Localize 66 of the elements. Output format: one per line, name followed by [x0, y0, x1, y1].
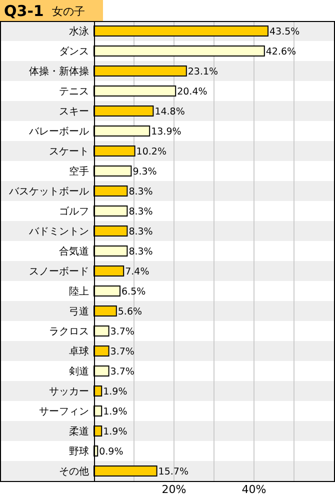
bar [94, 46, 265, 56]
data-label: 23.1% [188, 66, 218, 78]
bar [94, 106, 154, 116]
bar [94, 306, 117, 316]
bar [94, 86, 176, 96]
y-tick-label: サーフィン [39, 406, 89, 418]
data-label: 43.5% [270, 26, 300, 38]
bar [94, 166, 132, 176]
y-tick-label: 陸上 [69, 286, 89, 298]
bar [94, 266, 124, 276]
data-label: 14.8% [154, 106, 185, 118]
y-tick-label: 剣道 [69, 366, 89, 378]
y-tick-label: スノーボード [29, 266, 89, 278]
data-label: 1.9% [103, 426, 128, 438]
bar [94, 286, 120, 296]
data-label: 20.4% [177, 86, 208, 98]
data-label: 42.6% [266, 46, 296, 58]
bar [94, 226, 128, 236]
y-tick-label: スキー [59, 106, 89, 118]
bar [94, 326, 110, 336]
data-label: 9.3% [132, 166, 157, 178]
data-label: 6.5% [122, 286, 146, 298]
chart-title: Q3-1 [4, 2, 44, 20]
data-label: 8.3% [128, 206, 153, 218]
data-label: 15.7% [158, 466, 188, 478]
data-label: 0.9% [99, 446, 124, 458]
y-tick-label: ダンス [59, 46, 89, 58]
y-tick-label: 体操・新体操 [29, 66, 89, 78]
y-tick-label: 卓球 [69, 346, 89, 358]
y-tick-label: 柔道 [69, 426, 89, 438]
y-tick-label: テニス [59, 86, 89, 98]
y-tick-label: ゴルフ [59, 206, 89, 218]
y-tick-label: 水泳 [69, 26, 89, 38]
y-tick-label: バスケットボール [8, 186, 89, 198]
data-label: 3.7% [110, 326, 134, 338]
data-label: 1.9% [103, 406, 128, 418]
data-label: 7.4% [125, 266, 150, 278]
data-label: 5.6% [118, 306, 142, 318]
y-tick-label: バレーボール [28, 126, 89, 138]
bar [94, 246, 128, 256]
y-tick-label: その他 [59, 466, 89, 478]
data-label: 1.9% [103, 386, 128, 398]
y-tick-label: 合気道 [59, 246, 89, 258]
data-label: 8.3% [128, 186, 153, 198]
y-tick-label: バドミントン [28, 226, 89, 238]
data-label: 13.9% [151, 126, 182, 138]
bar [94, 126, 150, 136]
y-tick-label: スケート [49, 146, 89, 158]
data-label: 8.3% [128, 246, 153, 258]
x-tick-label: 40% [242, 483, 266, 496]
data-label: 3.7% [110, 346, 134, 358]
y-tick-label: 弓道 [69, 306, 89, 318]
bar [94, 186, 128, 196]
x-tick-label: 20% [162, 483, 186, 496]
y-tick-label: 空手 [69, 166, 89, 178]
bar [94, 366, 110, 376]
bar [94, 206, 128, 216]
chart-subtitle: 女の子 [52, 5, 85, 18]
y-tick-label: サッカー [49, 386, 89, 398]
data-label: 3.7% [110, 366, 134, 378]
bar [94, 346, 110, 356]
y-tick-label: 野球 [69, 446, 89, 458]
bar [94, 146, 136, 156]
data-label: 8.3% [128, 226, 153, 238]
data-label: 10.2% [136, 146, 166, 158]
y-tick-label: ラクロス [49, 326, 89, 338]
